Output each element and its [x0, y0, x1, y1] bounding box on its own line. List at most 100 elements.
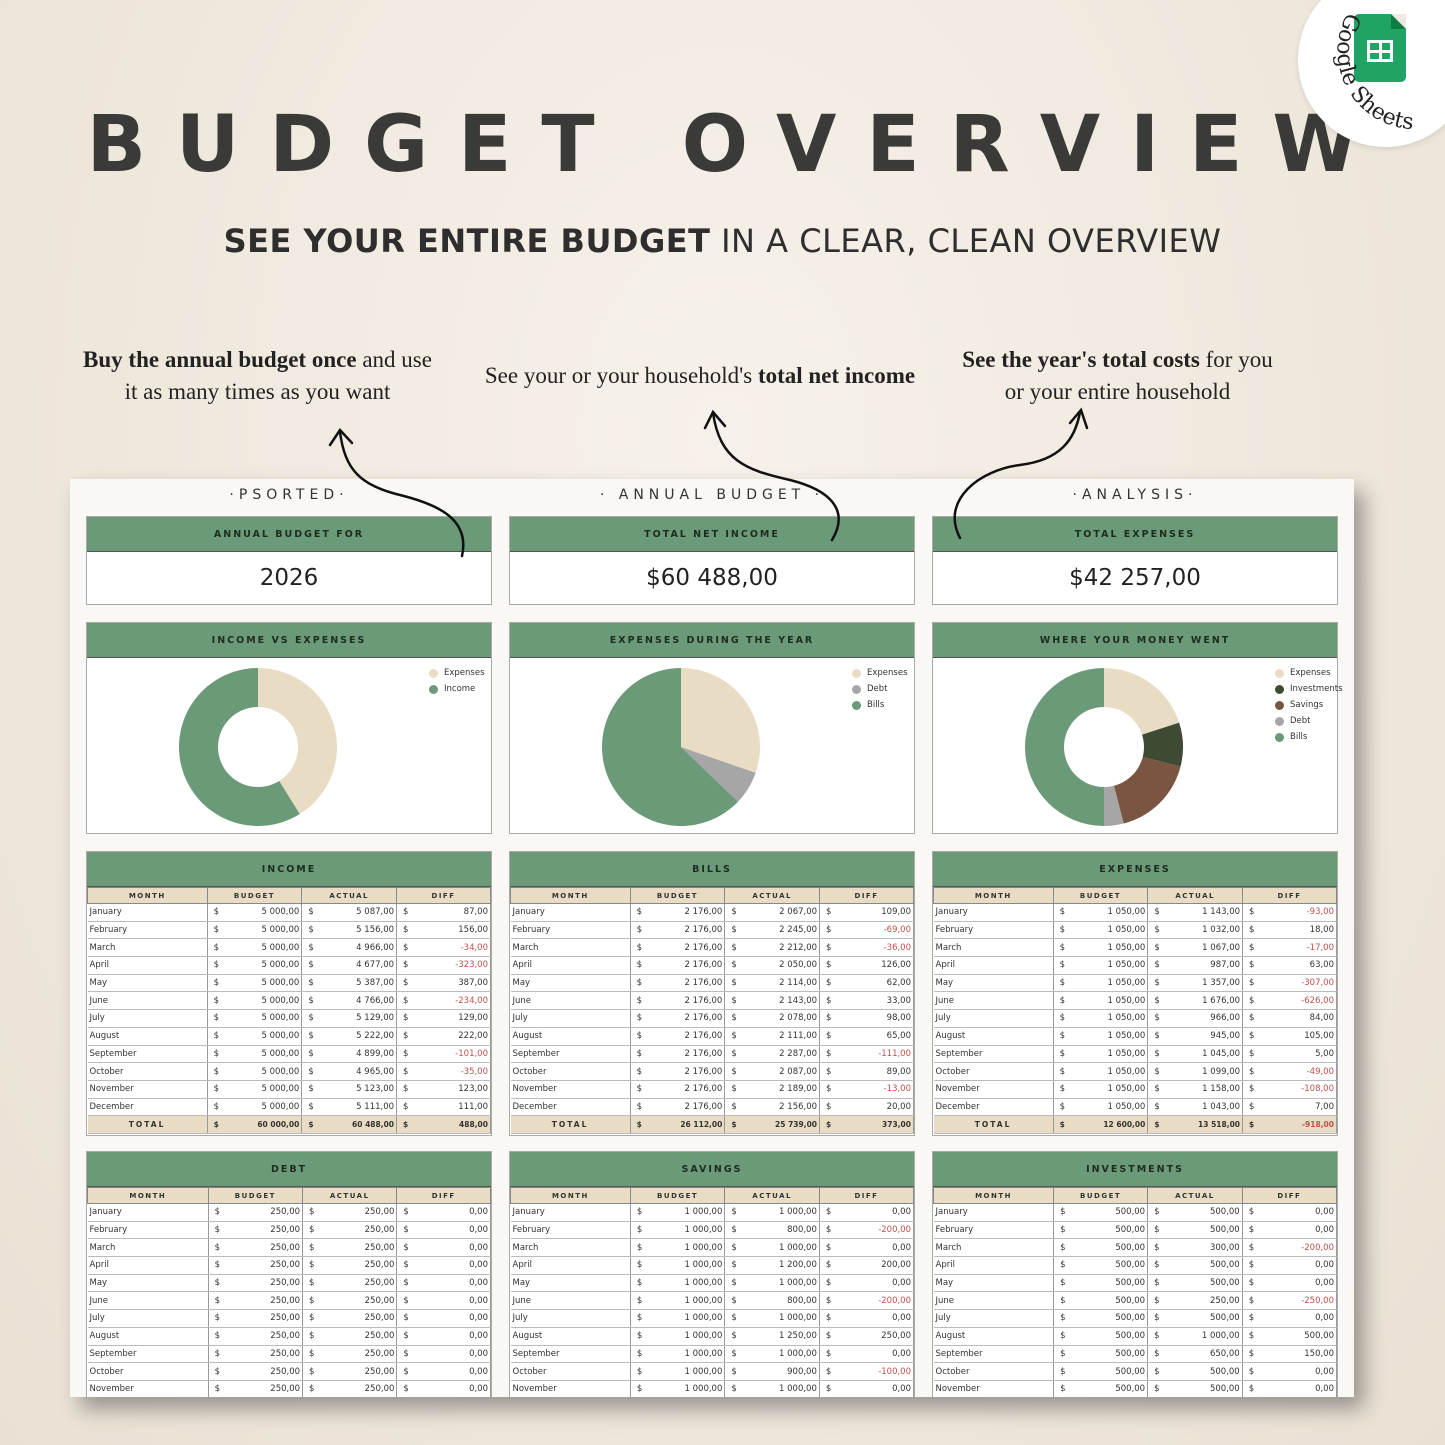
- chart-card: INCOME VS EXPENSES Expenses Income: [86, 622, 492, 834]
- column-header: BUDGET: [629, 887, 726, 904]
- column-header: BUDGET: [1052, 887, 1149, 904]
- table-investments: INVESTMENTS MONTH BUDGET ACTUAL DIFF January $…: [932, 1151, 1338, 1397]
- table-row: March $5 000,00 $4 966,00 $ -34,00: [87, 938, 491, 958]
- legend-item: Debt: [852, 681, 908, 697]
- table-row: February $250,00 $250,00 $0,00: [87, 1221, 491, 1240]
- table-row: March $1 050,00 $1 067,00 $ -17,00: [933, 938, 1337, 958]
- table-row: May $500,00 $500,00 $0,00: [933, 1274, 1337, 1293]
- table-row: September $500,00 $650,00 $150,00: [933, 1345, 1337, 1364]
- arrow-right-head: [1068, 407, 1089, 430]
- table-row: September $2 176,00 $2 287,00 $ -111,00: [510, 1045, 914, 1064]
- kpi-card: TOTAL NET INCOME $60 488,00: [509, 516, 915, 605]
- pie-chart: [602, 668, 760, 826]
- table-title: INVESTMENTS: [933, 1152, 1337, 1187]
- column-title-analysis: ·ANALYSIS·: [1072, 487, 1198, 503]
- column-header: MONTH: [87, 1187, 209, 1204]
- total-row: TOTAL $60 000,00 $60 488,00 $488,00: [87, 1115, 491, 1134]
- column-header: ACTUAL: [1147, 1187, 1243, 1204]
- table-row: August $5 000,00 $5 222,00 $222,00: [87, 1027, 491, 1046]
- table-title: EXPENSES: [933, 852, 1337, 887]
- pie-slice-debt: [681, 747, 756, 802]
- arrow-middle: [711, 411, 840, 542]
- table-row: October $500,00 $500,00 $0,00: [933, 1362, 1337, 1381]
- arrow-left-head: [328, 427, 354, 447]
- chart-legend: Expenses Income: [429, 665, 485, 697]
- column-header: DIFF: [1241, 1187, 1337, 1204]
- table-row: August $500,00 $1 000,00 $500,00: [933, 1327, 1337, 1346]
- callout-annual: Buy the annual budget once and use it as …: [83, 347, 432, 404]
- table-row: May $250,00 $250,00 $0,00: [87, 1274, 491, 1293]
- table-row: April $1 000,00 $1 200,00 $200,00: [510, 1256, 914, 1275]
- table-title: SAVINGS: [510, 1152, 914, 1187]
- kpi-value: 2026: [259, 565, 319, 591]
- chart-card: EXPENSES DURING THE YEAR Expenses Debt Bill…: [509, 622, 915, 834]
- table-row: July $500,00 $500,00 $0,00: [933, 1309, 1337, 1328]
- chart-legend: Expenses Investments Savings Debt Bills: [1275, 665, 1343, 745]
- badge-label: Google Sheets: [1331, 9, 1415, 135]
- table-row: June $500,00 $250,00 $ -250,00: [933, 1291, 1337, 1311]
- column-header: DIFF: [819, 887, 914, 904]
- table-row: August $250,00 $250,00 $0,00: [87, 1327, 491, 1346]
- table-row: November $250,00 $250,00 $0,00: [87, 1380, 491, 1397]
- kpi-value: $42 257,00: [1069, 565, 1201, 591]
- kpi-label: TOTAL NET INCOME: [510, 517, 914, 552]
- legend-item: Investments: [1275, 681, 1343, 697]
- pie-chart: [179, 668, 337, 826]
- column-header: DIFF: [396, 1187, 491, 1204]
- table-row: September $250,00 $250,00 $0,00: [87, 1345, 491, 1364]
- table-row: January $250,00 $250,00 $0,00: [87, 1203, 491, 1222]
- table-row: October $5 000,00 $4 965,00 $ -35,00: [87, 1062, 491, 1081]
- table-row: March $1 000,00 $1 000,00 $0,00: [510, 1238, 914, 1258]
- kpi-label: TOTAL EXPENSES: [933, 517, 1337, 552]
- spreadsheet-preview: ·PSORTED· · ANNUAL BUDGET · ·ANALYSIS· A…: [70, 479, 1354, 1397]
- chart-legend: Expenses Debt Bills: [852, 665, 908, 713]
- table-row: February $5 000,00 $5 156,00 $156,00: [87, 921, 491, 940]
- table-debt: DEBT MONTH BUDGET ACTUAL DIFF January $250,00 $…: [86, 1151, 492, 1397]
- table-row: February $1 050,00 $1 032,00 $18,00: [933, 921, 1337, 940]
- arrow-middle-head: [703, 409, 727, 430]
- page-subtitle: SEE YOUR ENTIRE BUDGET IN A CLEAR, CLEAN…: [223, 222, 1222, 260]
- pie-slice-expenses: [681, 668, 760, 773]
- table-savings: SAVINGS MONTH BUDGET ACTUAL DIFF January $1 00…: [509, 1151, 915, 1397]
- column-title-sorted: ·PSORTED·: [229, 487, 349, 503]
- table-row: July $5 000,00 $5 129,00 $129,00: [87, 1009, 491, 1028]
- table-row: February $500,00 $500,00 $0,00: [933, 1221, 1337, 1240]
- table-row: April $500,00 $500,00 $0,00: [933, 1256, 1337, 1275]
- table-row: October $1 050,00 $1 099,00 $ -49,00: [933, 1062, 1337, 1081]
- column-header: MONTH: [933, 1187, 1055, 1204]
- table-row: October $1 000,00 $900,00 $ -100,00: [510, 1362, 914, 1381]
- column-header: ACTUAL: [301, 887, 398, 904]
- column-header: DIFF: [396, 887, 491, 904]
- table-row: November $5 000,00 $5 123,00 $123,00: [87, 1080, 491, 1099]
- column-header: ACTUAL: [302, 1187, 398, 1204]
- table-row: May $1 000,00 $1 000,00 $0,00: [510, 1274, 914, 1293]
- pie-chart: [1025, 668, 1183, 826]
- kpi-value: $60 488,00: [646, 565, 778, 591]
- table-row: April $2 176,00 $2 050,00 $126,00: [510, 956, 914, 975]
- donut-hole: [1064, 707, 1144, 787]
- column-header: ACTUAL: [724, 887, 821, 904]
- table-row: November $1 000,00 $1 000,00 $0,00: [510, 1380, 914, 1397]
- table-row: August $1 000,00 $1 250,00 $250,00: [510, 1327, 914, 1346]
- column-header: MONTH: [510, 1187, 631, 1204]
- table-row: July $1 000,00 $1 000,00 $0,00: [510, 1309, 914, 1328]
- table-row: June $5 000,00 $4 766,00 $ -234,00: [87, 991, 491, 1011]
- table-row: January $5 000,00 $5 087,00 $87,00: [87, 903, 491, 922]
- table-row: June $250,00 $250,00 $0,00: [87, 1291, 491, 1311]
- table-row: August $1 050,00 $945,00 $105,00: [933, 1027, 1337, 1046]
- legend-item: Income: [429, 681, 485, 697]
- table-row: December $5 000,00 $5 111,00 $111,00: [87, 1098, 491, 1117]
- table-row: November $2 176,00 $2 189,00 $ -13,00: [510, 1080, 914, 1099]
- table-row: May $5 000,00 $5 387,00 $387,00: [87, 974, 491, 993]
- kpi-card: ANNUAL BUDGET FOR 2026: [86, 516, 492, 605]
- table-row: December $1 050,00 $1 043,00 $7,00: [933, 1098, 1337, 1117]
- column-header: MONTH: [933, 887, 1054, 904]
- arrow-right: [953, 410, 1082, 540]
- total-row: TOTAL $26 112,00 $25 739,00 $373,00: [510, 1115, 914, 1134]
- kpi-card: TOTAL EXPENSES $42 257,00: [932, 516, 1338, 605]
- table-row: June $2 176,00 $2 143,00 $33,00: [510, 991, 914, 1011]
- column-header: DIFF: [818, 1187, 914, 1204]
- table-row: January $1 000,00 $1 000,00 $0,00: [510, 1203, 914, 1222]
- pie-slice-bills: [602, 668, 738, 826]
- column-title-annual-budget: · ANNUAL BUDGET ·: [599, 487, 825, 503]
